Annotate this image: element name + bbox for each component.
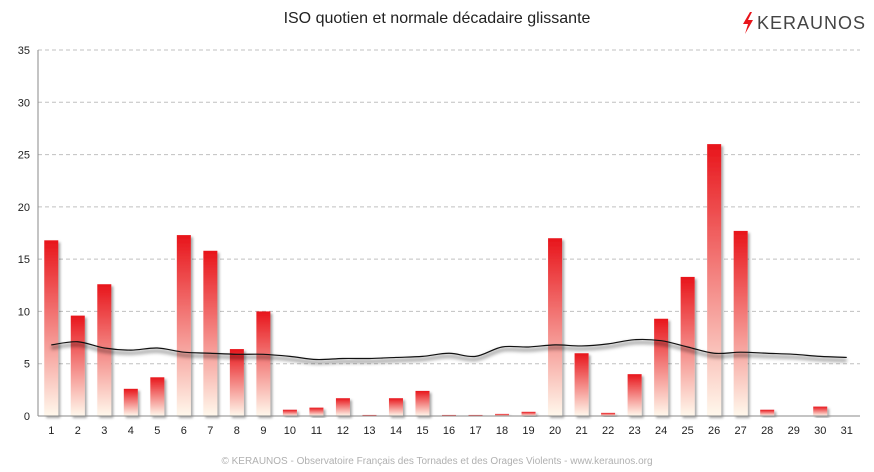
bar [282, 409, 297, 416]
x-tick-label: 19 [522, 425, 534, 437]
x-tick-label: 5 [154, 425, 160, 437]
footer-credit: © KERAUNOS - Observatoire Français des T… [221, 456, 653, 467]
x-tick-label: 21 [575, 425, 587, 437]
x-tick-label: 13 [363, 425, 375, 437]
x-tick-label: 1 [48, 425, 54, 437]
normal-line-shadow [50, 340, 847, 365]
x-tick-label: 22 [602, 425, 614, 437]
y-tick-label: 20 [18, 202, 30, 214]
x-tick-label: 9 [260, 425, 266, 437]
bar [44, 240, 59, 416]
bar [548, 238, 563, 416]
x-tick-label: 25 [682, 425, 694, 437]
x-tick-label: 24 [655, 425, 667, 437]
y-tick-label: 30 [18, 97, 30, 109]
bar [70, 315, 85, 416]
x-tick-label: 18 [496, 425, 508, 437]
bar [495, 413, 510, 416]
x-tick-label: 26 [708, 425, 720, 437]
normal-line [51, 338, 847, 361]
bar [123, 388, 138, 416]
bar [733, 230, 748, 416]
bar [150, 377, 165, 416]
x-tick-label: 15 [416, 425, 428, 437]
x-tick-label: 12 [337, 425, 349, 437]
x-tick-label: 29 [788, 425, 800, 437]
logo-text: KERAUNOS [756, 12, 866, 33]
x-tick-label: 6 [181, 425, 187, 437]
chart-title: ISO quotien et normale décadaire glissan… [283, 10, 591, 27]
x-tick-label: 28 [761, 425, 773, 437]
x-tick-label: 2 [75, 425, 81, 437]
bar [574, 353, 589, 416]
bar [627, 374, 642, 416]
bars-layer [44, 144, 828, 416]
normal-line-layer [50, 338, 847, 365]
bar [362, 414, 377, 416]
y-tick-label: 15 [18, 254, 30, 266]
bar [256, 311, 271, 416]
bar [760, 409, 775, 416]
bar [601, 412, 616, 416]
bar [468, 414, 483, 416]
bar [229, 349, 244, 416]
y-tick-label: 35 [18, 45, 30, 57]
x-tick-label: 8 [234, 425, 240, 437]
x-tick-label: 3 [101, 425, 107, 437]
x-tick-label: 14 [390, 425, 402, 437]
bar [203, 250, 218, 416]
x-tick-label: 31 [841, 425, 853, 437]
x-tick-label: 23 [628, 425, 640, 437]
grid-layer [38, 49, 860, 365]
bar [335, 398, 350, 416]
x-tick-label: 20 [549, 425, 561, 437]
bar [521, 411, 536, 416]
bar [707, 144, 722, 416]
bar [415, 390, 430, 416]
x-tick-label: 16 [443, 425, 455, 437]
bar [442, 414, 456, 416]
bar [813, 406, 828, 416]
keraunos-logo: KERAUNOS [742, 12, 866, 34]
bar [388, 398, 403, 416]
y-tick-label: 25 [18, 150, 30, 162]
lightning-bolt-icon [742, 12, 753, 34]
x-tick-label: 11 [311, 425, 322, 437]
x-tick-label: 10 [284, 425, 296, 437]
x-tick-label: 27 [735, 425, 747, 437]
x-tick-label: 30 [814, 425, 826, 437]
y-tick-label: 5 [24, 359, 30, 371]
x-tick-label: 17 [469, 425, 481, 437]
y-tick-label: 0 [24, 411, 30, 423]
x-tick-label: 4 [128, 425, 134, 437]
x-tick-label: 7 [207, 425, 213, 437]
bar [654, 318, 669, 416]
y-tick-label: 10 [18, 306, 30, 318]
bar [309, 407, 324, 416]
bar [176, 235, 191, 416]
